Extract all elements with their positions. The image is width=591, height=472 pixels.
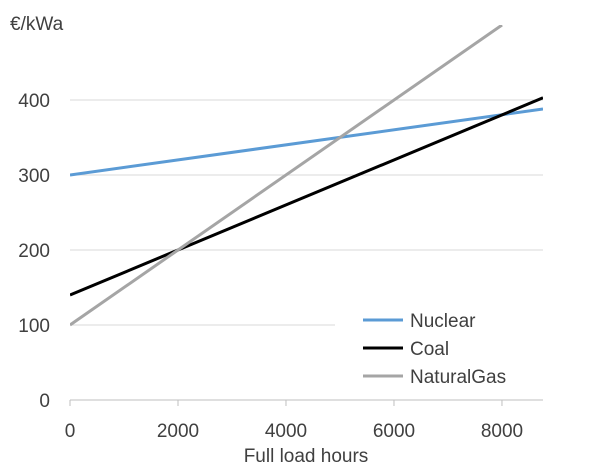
series-line-naturalgas xyxy=(70,25,503,327)
gridlines xyxy=(70,99,543,326)
x-tick-label-0: 0 xyxy=(65,421,76,442)
y-tick-label-0: 0 xyxy=(39,391,50,412)
x-tick-label-3: 6000 xyxy=(373,421,415,442)
legend: Nuclear Coal NaturalGas xyxy=(335,300,545,395)
y-tick-label-1: 100 xyxy=(18,316,50,337)
legend-label-nuclear: Nuclear xyxy=(410,311,476,332)
y-axis-title: €/kWa xyxy=(10,14,64,35)
legend-label-naturalgas: NaturalGas xyxy=(410,367,506,388)
y-tick-label-2: 200 xyxy=(18,241,50,262)
x-tick-label-4: 8000 xyxy=(481,421,523,442)
series-line-nuclear xyxy=(70,107,543,177)
x-axis-title: Full load hours xyxy=(244,446,369,467)
series-line-coal xyxy=(70,96,543,297)
x-tick-label-2: 4000 xyxy=(265,421,307,442)
axes xyxy=(69,399,543,406)
y-tick-label-3: 300 xyxy=(18,166,50,187)
x-tick-label-1: 2000 xyxy=(157,421,199,442)
legend-label-coal: Coal xyxy=(410,339,449,360)
y-tick-label-4: 400 xyxy=(18,91,50,112)
series-lines xyxy=(70,25,543,327)
